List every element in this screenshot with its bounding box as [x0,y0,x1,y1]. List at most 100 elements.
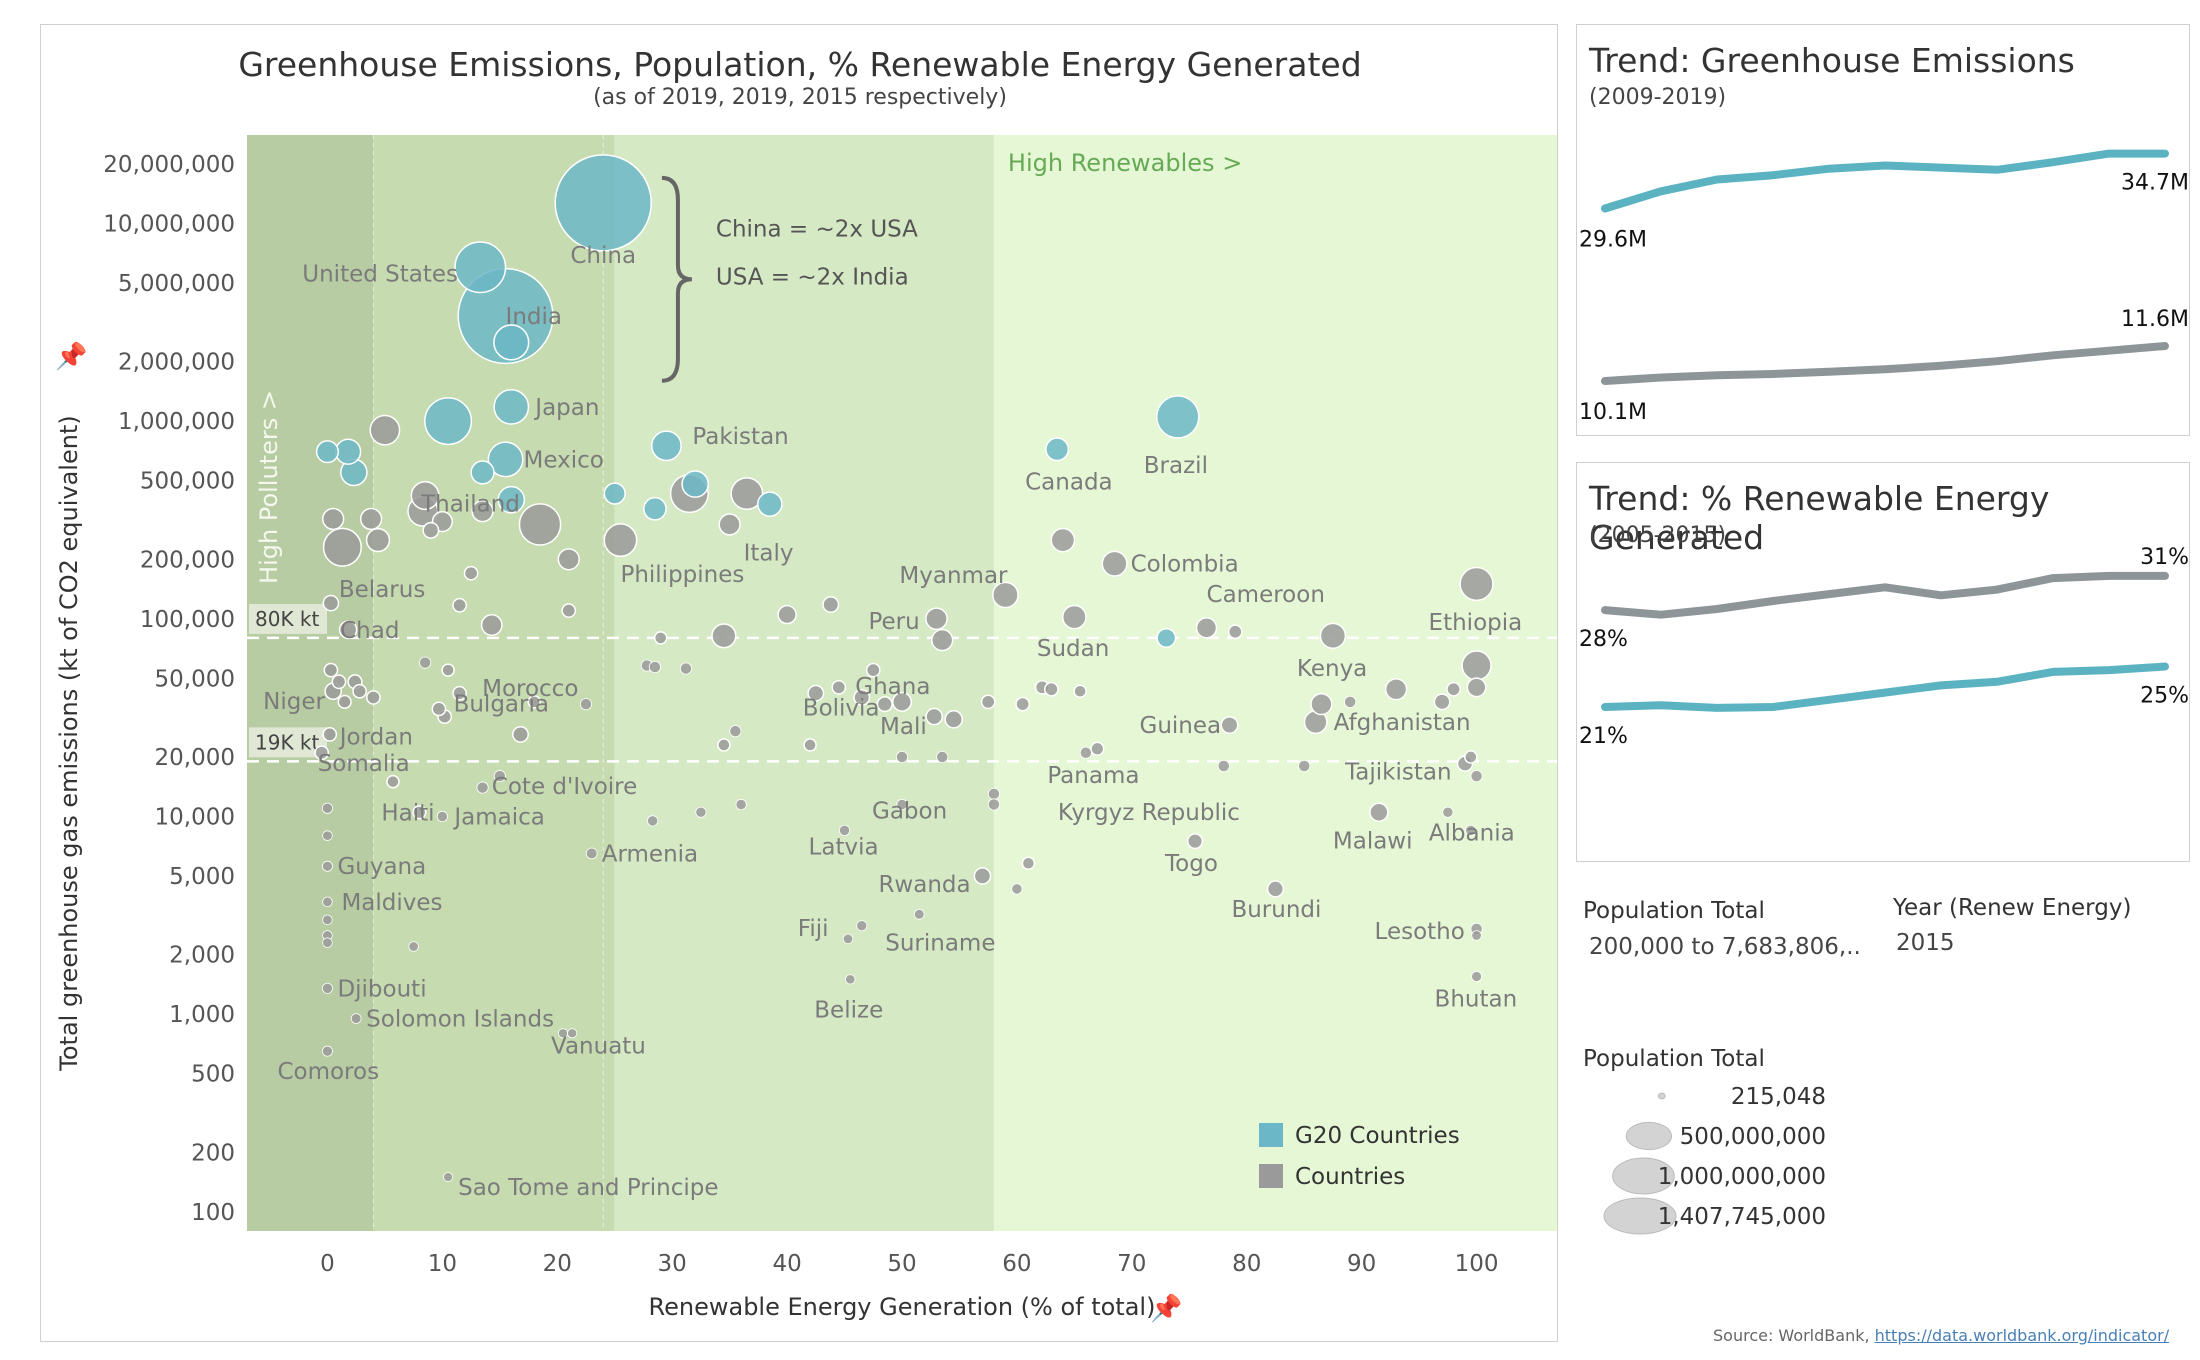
data-point[interactable] [337,694,352,709]
data-point[interactable] [603,482,626,505]
data-point[interactable] [567,1028,578,1039]
data-point[interactable] [643,496,667,521]
data-point-italy[interactable] [718,513,741,536]
trend-renewable-chart[interactable]: 28% 31% 21% 25% [1577,463,2191,863]
data-point-gabon[interactable] [896,798,908,811]
data-point-cameroon[interactable] [1195,617,1218,639]
data-point[interactable] [1344,695,1357,708]
data-point[interactable] [557,548,580,571]
data-point[interactable] [463,565,479,581]
data-point[interactable] [1021,856,1036,871]
data-point-somalia[interactable] [314,745,330,761]
data-point-brazil[interactable] [1156,395,1200,439]
data-point-cote-d-ivoire[interactable] [493,770,506,783]
data-point[interactable] [359,507,383,531]
data-point[interactable] [803,738,817,752]
trend-emissions-chart[interactable]: 29.6M 34.7M 10.1M 11.6M [1577,25,2191,437]
data-point[interactable] [1015,696,1031,712]
data-point[interactable] [1464,750,1478,764]
data-point[interactable] [422,521,440,539]
data-point[interactable] [579,698,593,711]
data-point-malawi[interactable] [1369,802,1389,823]
data-point-mexico[interactable] [487,441,524,478]
data-point[interactable] [895,750,909,764]
data-point-guyana[interactable] [321,860,333,872]
data-point[interactable] [1310,692,1333,716]
data-point-latvia[interactable] [838,824,851,836]
scatter-plot[interactable]: High Polluters > High Renewables > 80K kt 1… [41,25,1559,1343]
data-point[interactable] [369,414,401,446]
data-point[interactable] [647,815,659,827]
data-point[interactable] [653,631,668,645]
data-point-maldives[interactable] [322,896,333,908]
data-point-thailand[interactable] [410,481,440,511]
data-point[interactable] [497,485,526,514]
data-point[interactable] [527,695,542,709]
data-point[interactable] [681,470,709,498]
data-point[interactable] [352,683,367,699]
data-point-kyrgyz-republic[interactable] [987,787,1000,800]
data-point[interactable] [936,750,949,764]
data-point[interactable] [493,324,530,361]
data-point[interactable] [322,527,362,567]
data-point[interactable] [518,503,562,546]
data-point-philippines[interactable] [603,523,638,558]
data-point[interactable] [476,781,489,794]
data-point[interactable] [1466,677,1487,698]
data-point[interactable] [735,798,747,811]
data-point[interactable] [315,440,340,464]
data-point-guinea[interactable] [1220,716,1239,735]
data-point-rwanda[interactable] [973,867,992,885]
data-point[interactable] [452,597,467,613]
data-point[interactable] [1011,883,1023,895]
data-point[interactable] [1471,930,1482,941]
data-point-canada[interactable] [1045,437,1070,462]
data-point-burundi[interactable] [1266,880,1285,898]
population-filter-value[interactable]: 200,000 to 7,683,806,.. [1589,934,1861,960]
data-point-bolivia[interactable] [831,679,847,695]
data-point[interactable] [679,662,693,675]
data-point-comoros[interactable] [321,1045,333,1057]
data-point-pakistan[interactable] [650,430,682,462]
data-point-belize[interactable] [845,974,856,985]
data-point[interactable] [757,491,783,517]
data-point[interactable] [365,527,391,553]
data-point-bhutan[interactable] [1471,971,1482,982]
data-point[interactable] [987,798,1000,811]
data-point-chad[interactable] [338,620,358,640]
data-point[interactable] [366,690,381,705]
data-point[interactable] [1298,759,1311,773]
data-point-jamaica[interactable] [436,810,448,823]
data-point[interactable] [1156,627,1177,648]
data-point[interactable] [322,914,333,926]
data-point[interactable] [419,656,432,669]
data-point[interactable] [777,604,797,625]
data-point[interactable] [1073,684,1087,699]
data-point[interactable] [471,500,494,523]
data-point-kenya[interactable] [1319,622,1347,650]
data-point[interactable] [470,460,495,485]
data-point[interactable] [1433,693,1451,711]
data-point[interactable] [711,623,737,649]
data-point[interactable] [1470,770,1483,783]
data-point-djibouti[interactable] [321,982,333,994]
data-point[interactable] [561,603,577,618]
data-point[interactable] [876,696,893,713]
data-point[interactable] [931,628,954,652]
data-point[interactable] [431,701,447,717]
data-point[interactable] [717,738,731,752]
data-point[interactable] [944,710,964,729]
data-point[interactable] [424,397,473,446]
data-point[interactable] [1062,604,1087,630]
data-point[interactable] [1446,681,1461,697]
data-point-japan[interactable] [493,388,530,425]
data-point-morocco[interactable] [441,663,455,677]
data-point[interactable] [822,596,840,614]
data-point[interactable] [334,438,362,465]
data-point-belarus[interactable] [322,594,340,612]
data-point[interactable] [321,802,334,814]
data-point[interactable] [408,941,419,952]
data-point-armenia[interactable] [585,847,598,860]
data-point[interactable] [925,707,943,726]
data-point[interactable] [331,674,347,690]
